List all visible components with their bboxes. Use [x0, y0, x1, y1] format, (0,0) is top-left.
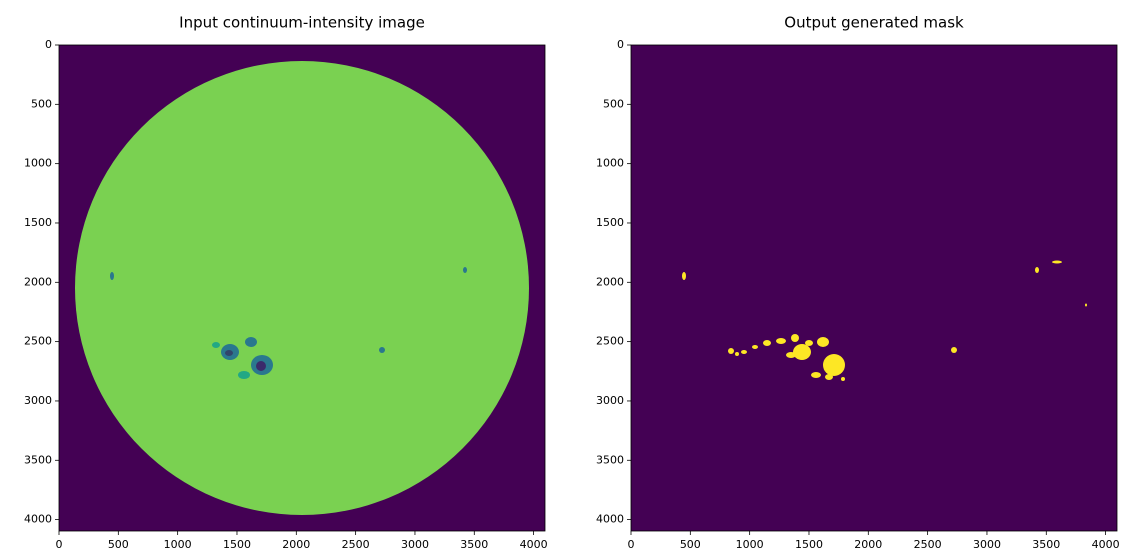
y-tick-label: 0	[617, 38, 624, 51]
y-tick-label: 2000	[24, 275, 52, 288]
chart-title: Output generated mask	[784, 14, 964, 32]
x-tick-label: 2000	[854, 538, 882, 551]
page: {"chart_data": [ {"type": "image", "titl…	[0, 0, 1123, 557]
y-tick-label: 3000	[24, 394, 52, 407]
y-tick-label: 3500	[596, 453, 624, 466]
x-tick-label: 500	[680, 538, 701, 551]
x-tick-label: 4000	[1092, 538, 1120, 551]
y-tick-label: 2000	[596, 275, 624, 288]
x-tick-label: 3500	[1032, 538, 1060, 551]
y-tick-label: 1500	[596, 216, 624, 229]
x-tick-label: 1000	[164, 538, 192, 551]
y-tick-label: 1000	[596, 157, 624, 170]
y-tick-label: 0	[45, 38, 52, 51]
y-tick-label: 1500	[24, 216, 52, 229]
y-tick-label: 500	[31, 97, 52, 110]
y-tick-label: 2500	[596, 335, 624, 348]
x-tick-label: 1500	[795, 538, 823, 551]
y-tick-label: 3000	[596, 394, 624, 407]
x-tick-label: 0	[56, 538, 63, 551]
y-tick-label: 2500	[24, 335, 52, 348]
y-tick-label: 3500	[24, 453, 52, 466]
mask-image	[631, 45, 1117, 531]
x-tick-label: 2500	[342, 538, 370, 551]
y-tick-label: 4000	[24, 513, 52, 526]
x-tick-label: 500	[108, 538, 129, 551]
y-tick-label: 1000	[24, 157, 52, 170]
x-tick-label: 3000	[973, 538, 1001, 551]
input-image	[59, 45, 545, 531]
x-tick-label: 2500	[914, 538, 942, 551]
x-tick-label: 1500	[223, 538, 251, 551]
figure: Input continuum-intensity image 0 500 1000 1…	[0, 0, 1123, 557]
x-tick-label: 3500	[460, 538, 488, 551]
y-tick-label: 4000	[596, 513, 624, 526]
x-tick-label: 1000	[736, 538, 764, 551]
y-tick-label: 500	[603, 97, 624, 110]
x-tick-label: 0	[628, 538, 635, 551]
x-tick-label: 4000	[520, 538, 548, 551]
x-tick-label: 3000	[401, 538, 429, 551]
chart-title: Input continuum-intensity image	[179, 14, 425, 32]
x-tick-label: 2000	[282, 538, 310, 551]
